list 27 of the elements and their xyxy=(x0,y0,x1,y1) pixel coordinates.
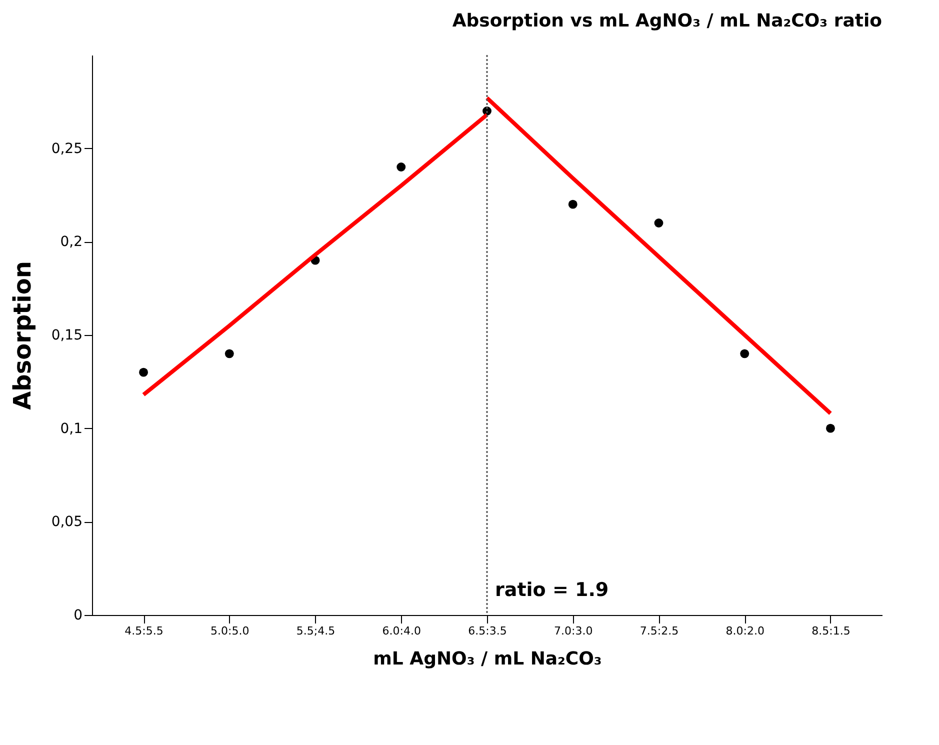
x-tick-label: 4.5:5.5 xyxy=(124,624,164,638)
x-tick-label: 5.5;4.5 xyxy=(296,624,336,638)
y-tick-label: 0,15 xyxy=(51,328,82,344)
point xyxy=(740,349,750,358)
x-axis-title: mL AgNO₃ / mL Na₂CO₃ xyxy=(373,648,602,670)
point xyxy=(396,162,406,172)
y-tick-label: 0,25 xyxy=(51,140,82,157)
y-tick-label: 0 xyxy=(74,608,82,624)
point xyxy=(139,368,148,377)
x-tick-label: 6.0:4.0 xyxy=(382,624,421,638)
ref-line-label: ratio = 1.9 xyxy=(495,579,609,601)
x-tick-label: 7.5:2.5 xyxy=(640,624,679,638)
point xyxy=(654,218,664,228)
chart-title: Absorption vs mL AgNO₃ / mL Na₂CO₃ ratio xyxy=(452,10,882,32)
point xyxy=(826,424,835,433)
y-tick-label: 0,05 xyxy=(51,514,82,530)
line-series xyxy=(485,96,832,416)
x-tick-label: 6.5:3.5 xyxy=(468,624,507,638)
y-tick-label: 0,1 xyxy=(60,420,82,437)
x-tick-label: 5.0:5.0 xyxy=(210,624,250,638)
x-tick-label: 8.0:2.0 xyxy=(726,624,764,638)
x-tick-label: 8.5:1.5 xyxy=(812,624,850,638)
point xyxy=(568,200,578,209)
y-tick-label: 0,2 xyxy=(60,234,82,250)
point xyxy=(224,349,234,358)
y-axis-title: Absorption xyxy=(8,261,36,410)
x-tick-label: 7.0:3.0 xyxy=(554,624,593,638)
